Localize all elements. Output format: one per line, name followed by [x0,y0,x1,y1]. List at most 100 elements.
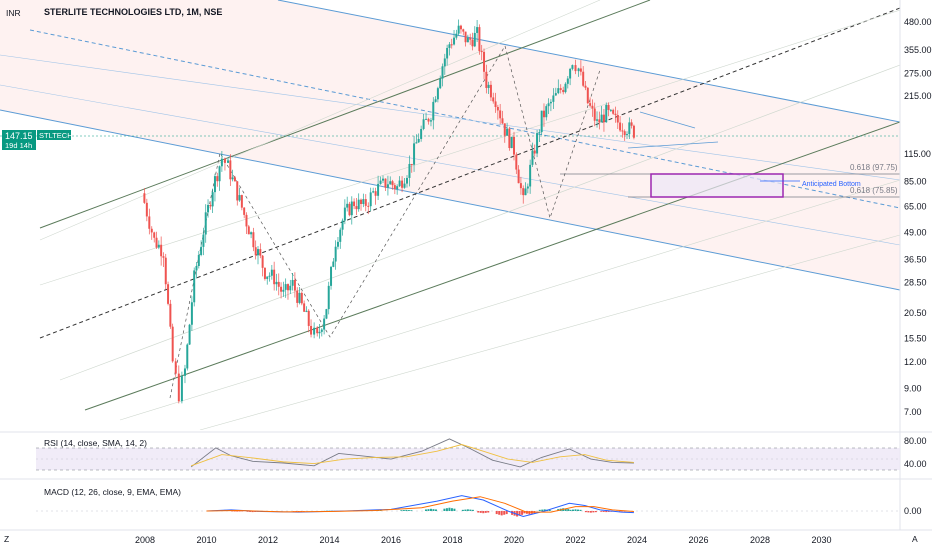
candle-body [183,368,186,376]
auto-scale-icon[interactable]: A [912,534,918,544]
candle-body [346,203,349,208]
candle-body [432,101,435,121]
macd-histogram-bar [400,510,403,511]
candle-body [582,71,585,86]
candle-body [280,286,283,292]
macd-histogram-bar [445,508,448,511]
candle-body [427,118,430,122]
countdown-label: 19d 14h [5,141,32,150]
candle-body [247,226,250,235]
triangle-bottom[interactable] [627,141,719,149]
macd-histogram-bar [429,508,432,511]
green-channel-lower[interactable] [84,121,900,411]
candle-body [473,32,476,47]
candle-body [487,84,490,88]
candle-body [348,203,351,216]
macd-histogram-bar [495,511,498,515]
price-axis[interactable]: 480.00 355.00 275.00 215.00 115.00 85.00 65.00… [904,17,932,417]
macd-histogram-bar [466,509,469,511]
macd-histogram-bar [249,511,252,512]
candle-body [439,78,442,89]
macd-histogram-bar [484,511,487,513]
candle-body [193,270,196,303]
candle-body [318,331,321,334]
candle-body [200,246,203,255]
price-tick-10: 20.50 [904,308,927,318]
candle-body [589,103,592,106]
candle-body [320,329,323,332]
candle-body [450,44,453,46]
price-tick-2: 275.00 [904,69,932,79]
macd-histogram-bar [464,509,467,511]
macd-histogram-bar [587,511,590,513]
candle-body [310,325,313,335]
anticipated-bottom-box[interactable] [650,173,784,198]
macd-histogram-bar [607,511,610,512]
candle-body [298,292,301,303]
candle-body [609,109,612,111]
green-channel-upper[interactable] [39,0,651,229]
candle-body [393,185,396,190]
candle-body [293,279,296,291]
year-tick-3: 2014 [320,535,340,545]
candle-body [545,106,548,118]
candle-body [209,204,212,207]
price-tick-11: 15.50 [904,334,927,344]
candle-body [619,122,622,131]
channel-upper-line[interactable] [277,0,900,123]
macd-label: MACD (12, 26, close, 9, EMA, EMA) [44,487,181,497]
green-channel-fan-3 [119,179,900,421]
candle-body [501,118,504,124]
candle-body [273,269,276,285]
candle-body [374,191,377,196]
candle-body [457,25,460,34]
candle-body [257,249,260,256]
macd-histogram-bar [500,511,503,516]
macd-histogram-bar [461,509,464,511]
candle-body [355,206,358,210]
candle-body [197,254,200,266]
candle-body [270,269,273,276]
time-axis[interactable]: 2008 2010 2012 2014 2016 2018 2020 2022 2024 2026… [135,535,832,545]
price-badge-value: 147.15 [5,131,33,141]
macd-histogram-bar [471,509,474,511]
candle-body [334,246,337,262]
candle-body [148,216,151,229]
candle-body [538,132,541,134]
candle-body [286,284,289,291]
candle-body [403,183,406,188]
candle-body [263,267,266,279]
candle-body [218,166,221,182]
price-tick-13: 9.00 [904,384,922,394]
candle-body [325,309,328,319]
zoom-icon[interactable]: Z [4,534,9,544]
triangle-top[interactable] [639,111,696,129]
macd-histogram-bar [528,511,531,515]
candle-body [150,228,153,233]
macd-histogram-bar [453,508,456,511]
price-badge: 147.15 19d 14h [2,130,36,150]
channel-mid-line[interactable] [29,29,900,209]
candle-body [362,199,365,205]
candle-body [499,110,502,119]
candle-body [204,212,207,235]
candle-body [227,160,230,163]
macd-series-1 [206,496,634,513]
candle-body [167,284,170,304]
candle-body [607,104,610,110]
price-tick-7: 49.00 [904,227,927,237]
candle-body [330,266,333,286]
price-tick-9: 28.50 [904,277,927,287]
channel-fill [0,0,900,290]
channel-lower-line[interactable] [0,109,900,291]
candle-body [422,119,425,129]
macd-histogram-bar [518,511,521,516]
candle-body [612,109,615,114]
candle-body [503,123,506,136]
candle-body [207,204,210,213]
candle-body [542,110,545,118]
candle-body [143,193,146,203]
candle-body [360,199,363,205]
candle-body [571,65,574,69]
